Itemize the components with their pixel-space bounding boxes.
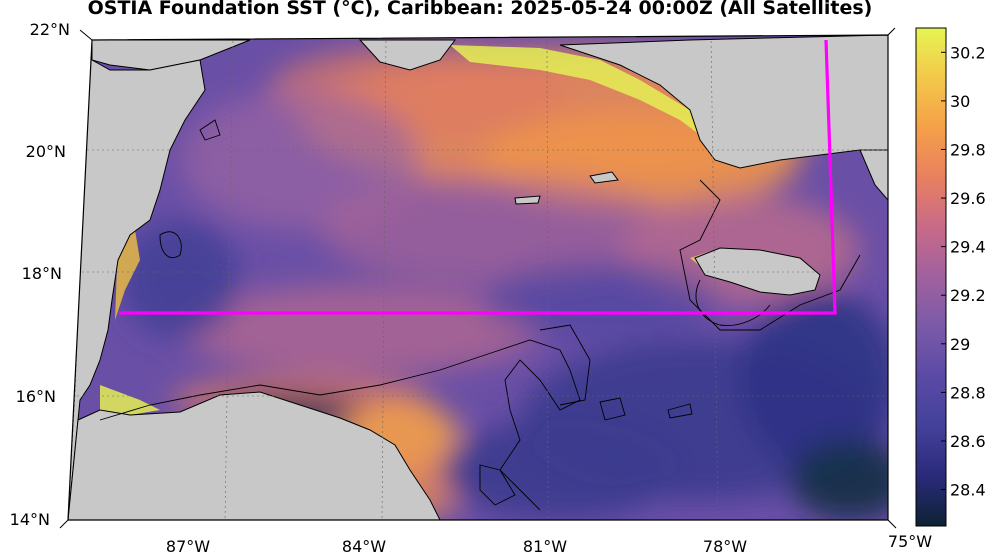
- lon-label-81w: 81°W: [523, 537, 567, 556]
- lat-label-20n: 20°N: [26, 142, 66, 161]
- frame-tick-marks: [59, 27, 897, 529]
- landmass-central-america: [68, 391, 441, 520]
- lon-label-87w: 87°W: [166, 537, 210, 556]
- shelf-contours: [99, 119, 861, 511]
- colorbar-tick-label: 29.6: [950, 189, 986, 208]
- lat-label-22n: 22°N: [30, 20, 70, 39]
- lon-label-78w: 78°W: [703, 537, 747, 556]
- landmass-jamaica: [694, 247, 821, 296]
- colorbar-gradient: [915, 27, 947, 527]
- colorbar-tick-label: 30.2: [950, 43, 986, 62]
- landmass-yucatan: [68, 39, 206, 520]
- lat-label-16n: 16°N: [16, 387, 56, 406]
- colorbar-tick-label: 29.2: [950, 286, 986, 305]
- latitude-labels: 22°N 20°N 18°N 16°N 14°N: [10, 20, 70, 529]
- map-title: OSTIA Foundation SST (°C), Caribbean: 20…: [87, 0, 873, 19]
- analysis-region-box: [119, 39, 837, 315]
- lat-label-14n: 14°N: [10, 510, 50, 529]
- landmass-cuba-west: [358, 39, 456, 71]
- colorbar-tick-label: 29: [950, 335, 970, 354]
- landmass-cayman: [514, 195, 541, 205]
- colorbar-tick-label: 28.8: [950, 383, 986, 402]
- lat-label-18n: 18°N: [22, 264, 62, 283]
- colorbar-tick-label: 28.6: [950, 432, 986, 451]
- lon-label-84w: 84°W: [342, 537, 386, 556]
- lon-label-75w: 75°W: [888, 532, 932, 551]
- colorbar-tick-label: 28.4: [950, 481, 986, 500]
- colorbar-tick-label: 30: [950, 92, 970, 111]
- colorbar-tick-label: 29.8: [950, 140, 986, 159]
- longitude-labels: 87°W 84°W 81°W 78°W 75°W: [166, 532, 932, 556]
- colorbar: 30.2 30 29.8 29.6 29.4 29.2 29 28.8 28.6 28.4: [915, 27, 986, 527]
- landmass-isle-of-youth: [589, 171, 619, 184]
- colorbar-tick-label: 29.4: [950, 238, 986, 257]
- colorbar-ticks: 30.2 30 29.8 29.6 29.4 29.2 29 28.8 28.6 28.4: [941, 43, 986, 500]
